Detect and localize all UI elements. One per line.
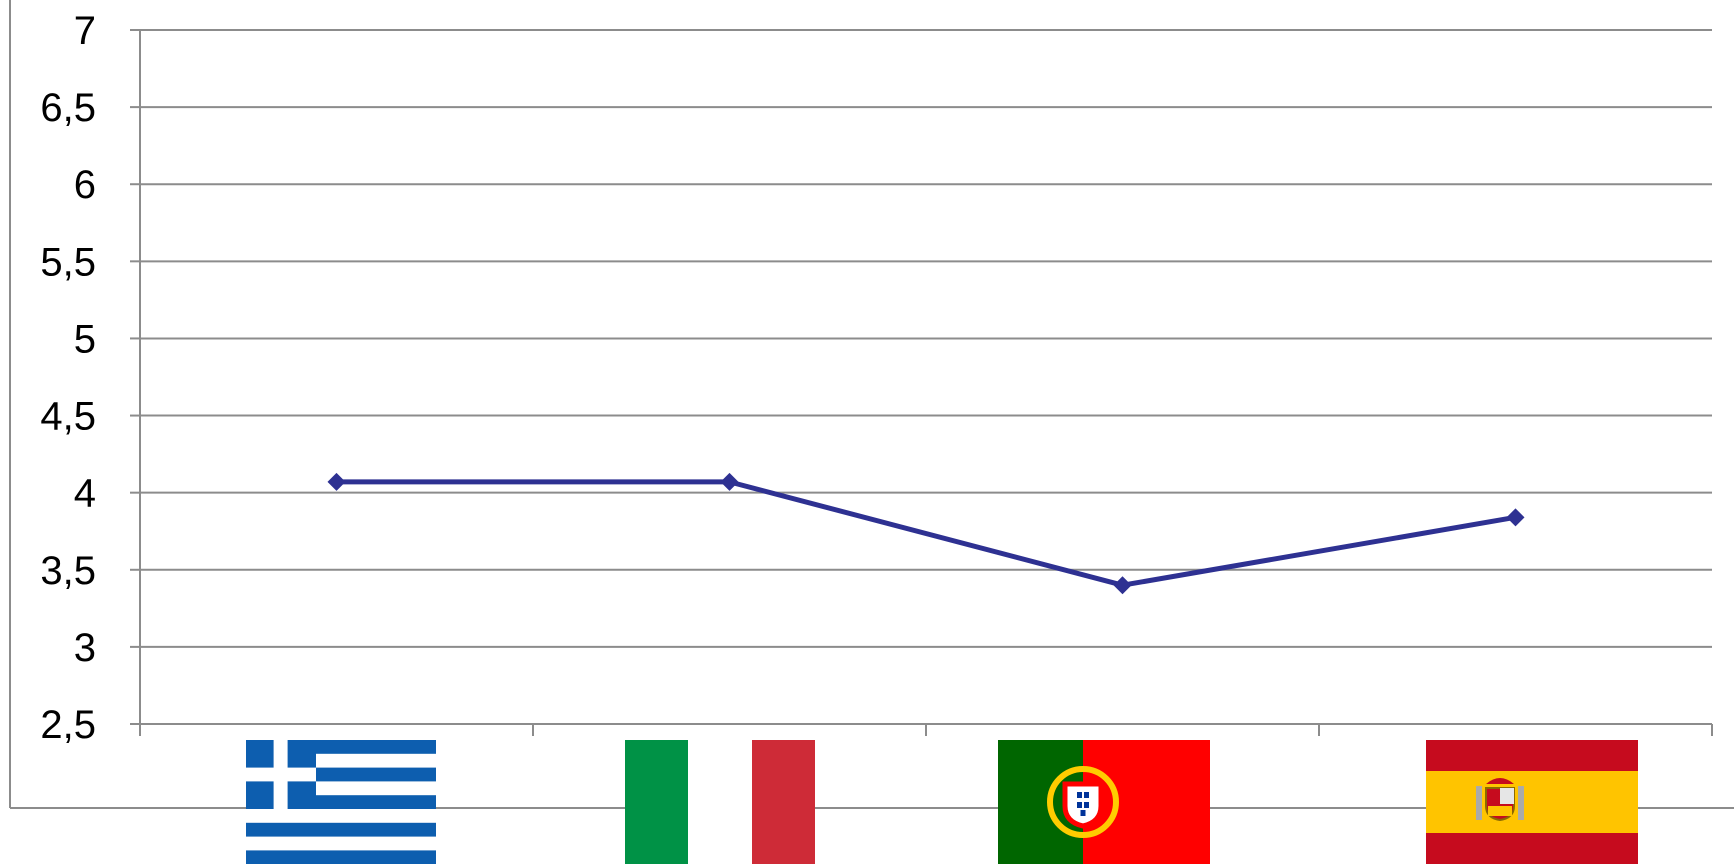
y-tick-label: 5 bbox=[74, 317, 96, 361]
greece-flag-icon bbox=[246, 740, 436, 864]
y-tick-label: 4,5 bbox=[40, 395, 96, 439]
portugal-flag-icon bbox=[998, 740, 1210, 864]
y-tick-label: 6 bbox=[74, 163, 96, 207]
y-tick-label: 7 bbox=[74, 9, 96, 53]
x-axis-ticks bbox=[139, 724, 1713, 736]
series-group bbox=[327, 472, 1525, 595]
y-tick-label: 5,5 bbox=[40, 240, 96, 284]
gridlines bbox=[130, 29, 1712, 725]
y-tick-label: 3,5 bbox=[40, 549, 96, 593]
y-tick-label: 2,5 bbox=[40, 703, 96, 747]
data-point-portugal bbox=[1113, 576, 1132, 595]
y-axis-tick-labels: 7 6,5 6 5,5 5 4,5 4 3,5 3 2,5 bbox=[40, 9, 96, 747]
y-tick-label: 6,5 bbox=[40, 86, 96, 130]
axes bbox=[139, 30, 1712, 725]
italy-flag-icon bbox=[625, 740, 815, 864]
y-tick-label: 4 bbox=[74, 472, 96, 516]
data-point-spain bbox=[1506, 508, 1525, 527]
spain-flag-icon bbox=[1426, 740, 1638, 864]
series-line bbox=[336, 479, 1516, 588]
data-point-greece bbox=[327, 472, 346, 491]
y-tick-label: 3 bbox=[74, 626, 96, 670]
data-point-italy bbox=[720, 472, 739, 491]
